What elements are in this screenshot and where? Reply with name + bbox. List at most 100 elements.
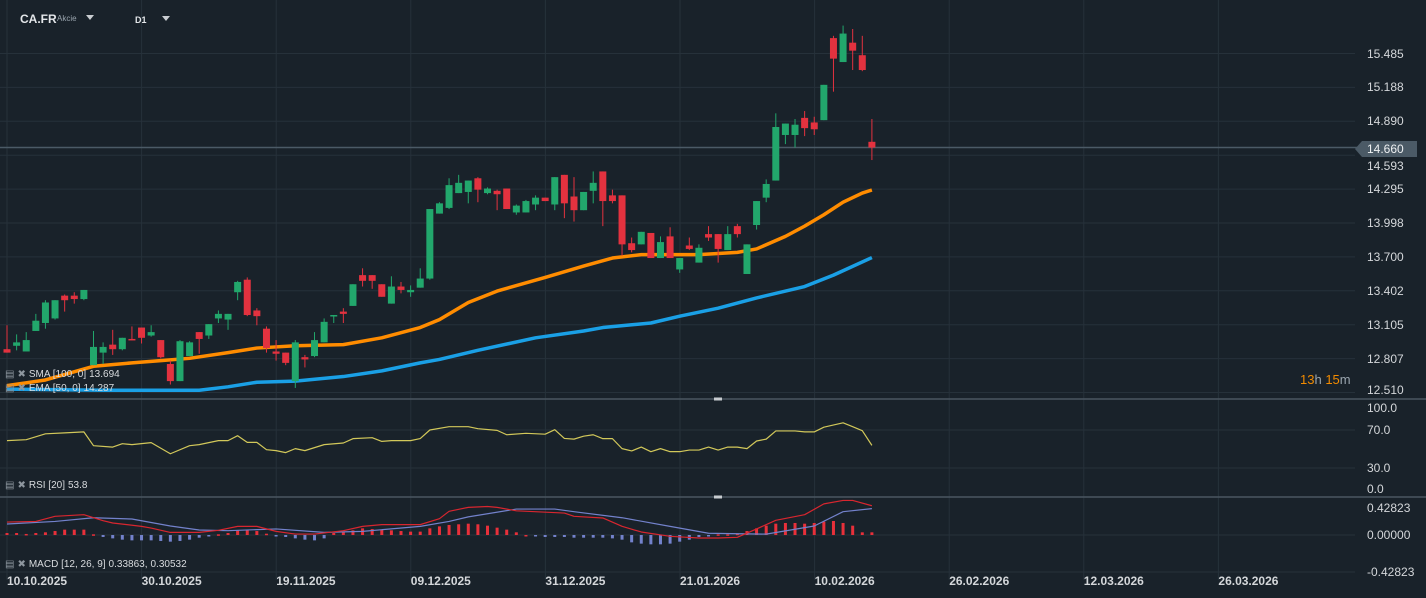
candle-bearish <box>858 55 866 71</box>
candle-bullish <box>762 183 770 198</box>
pane-resize-handle[interactable] <box>714 397 722 401</box>
candle-bearish <box>647 232 655 259</box>
price-axis-label: 14.295 <box>1367 182 1404 197</box>
symbol-chevron-down-icon[interactable] <box>86 15 94 20</box>
pane-resize-handle[interactable] <box>714 495 722 499</box>
macd-histogram-bar <box>159 535 163 541</box>
close-icon[interactable]: ✖ <box>17 559 26 570</box>
settings-list-icon[interactable]: ▤ <box>5 480 15 491</box>
macd-histogram-bar <box>216 534 220 536</box>
macd-histogram-bar <box>534 535 538 537</box>
candle-bullish <box>839 33 847 63</box>
macd-histogram-bar <box>207 535 211 537</box>
candle-bearish <box>733 226 741 235</box>
candle-bullish <box>781 123 789 135</box>
price-axis-label: 14.593 <box>1367 159 1404 173</box>
toolbar: CA.FR Akcie D1 <box>0 0 400 36</box>
candle-bullish <box>32 320 40 331</box>
macd-histogram-bar <box>130 535 134 541</box>
close-icon[interactable]: ✖ <box>17 383 26 394</box>
candle-bearish <box>157 340 165 358</box>
candle-bullish <box>464 180 472 192</box>
date-label: 09.12.2025 <box>410 574 471 588</box>
macd-histogram-bar <box>341 531 345 535</box>
macd-histogram-bar <box>639 535 643 544</box>
candle-bullish <box>791 124 799 135</box>
macd-histogram-bar <box>72 529 76 535</box>
candle-bullish <box>484 188 491 194</box>
candle-bearish <box>829 38 837 59</box>
candle-bullish <box>580 191 588 211</box>
candle-bullish <box>205 324 213 336</box>
macd-histogram-bar <box>495 527 499 535</box>
countdown-minutes-unit: m <box>1339 372 1351 387</box>
candle-bullish <box>455 182 463 194</box>
macd-histogram-bar <box>822 521 826 535</box>
candle-bullish <box>416 278 424 288</box>
candle-bullish <box>637 231 645 245</box>
ema-value: 14.287 <box>83 383 115 394</box>
macd-histogram-bar <box>332 533 336 535</box>
macd-histogram-bar <box>5 533 9 535</box>
close-icon[interactable]: ✖ <box>17 480 26 491</box>
rsi-axis-label: 0.0 <box>1367 482 1384 496</box>
price-axis-label: 15.485 <box>1367 46 1404 61</box>
macd-histogram-bar <box>82 529 86 535</box>
price-axis-label: 13.998 <box>1367 216 1404 230</box>
macd-histogram-bar <box>543 535 547 537</box>
macd-histogram-bar <box>658 535 662 545</box>
candle-bearish <box>570 196 578 211</box>
close-icon[interactable]: ✖ <box>17 369 26 380</box>
candle-bullish <box>147 332 155 336</box>
macd-histogram-bar <box>812 522 816 535</box>
candle-bearish <box>109 344 117 350</box>
candle-bearish <box>705 234 713 238</box>
macd-histogram-bar <box>466 523 470 535</box>
sma-legend: ▤ ✖ SMA [100, 0] 13.694 <box>5 369 120 381</box>
candle-bearish <box>868 141 876 148</box>
candle-bullish <box>330 315 338 317</box>
macd-histogram-bar <box>255 531 259 535</box>
candle-bullish <box>320 321 328 343</box>
settings-list-icon[interactable]: ▤ <box>5 369 15 380</box>
rsi-label: RSI [20] <box>28 480 65 491</box>
candle-bearish <box>243 279 251 316</box>
macd-histogram-bar <box>178 535 182 541</box>
macd-histogram-bar <box>764 525 768 535</box>
candle-bearish <box>714 234 722 249</box>
macd-histogram-bar <box>726 534 730 536</box>
candle-bullish <box>551 177 559 205</box>
macd-axis-label: 0.00000 <box>1367 528 1411 542</box>
rsi-line <box>6 422 873 455</box>
candle-bullish <box>695 247 703 263</box>
candle-bullish <box>724 234 732 251</box>
timeframe-chevron-down-icon[interactable] <box>162 16 170 21</box>
macd-histogram-bar <box>188 535 192 540</box>
candle-bullish <box>214 313 222 319</box>
macd-histogram-bar <box>428 528 432 535</box>
candle-bearish <box>262 328 270 349</box>
macd-histogram-bar <box>572 535 576 538</box>
macd-histogram-bar <box>303 535 307 540</box>
macd-histogram-bar <box>514 532 518 535</box>
macd-histogram-bar <box>351 530 355 535</box>
timeframe-selector[interactable]: D1 <box>135 15 147 25</box>
candle-bearish <box>618 195 626 245</box>
macd-histogram-bar <box>524 535 528 537</box>
candle-bearish <box>339 311 347 314</box>
candle-bearish <box>195 332 203 339</box>
candle-bearish <box>368 275 376 281</box>
candle-bullish <box>512 205 520 213</box>
macd-histogram-bar <box>168 535 172 542</box>
candle-bearish <box>166 364 174 382</box>
candle-bullish <box>41 302 49 323</box>
candle-bearish <box>397 286 405 290</box>
symbol-selector[interactable]: CA.FR <box>20 12 57 26</box>
candle-bearish <box>599 171 607 202</box>
settings-list-icon[interactable]: ▤ <box>5 383 15 394</box>
candle-bullish <box>407 289 415 293</box>
macd-histogram-bar <box>591 535 595 538</box>
settings-list-icon[interactable]: ▤ <box>5 559 15 570</box>
rsi-axis-label: 30.0 <box>1367 461 1391 475</box>
